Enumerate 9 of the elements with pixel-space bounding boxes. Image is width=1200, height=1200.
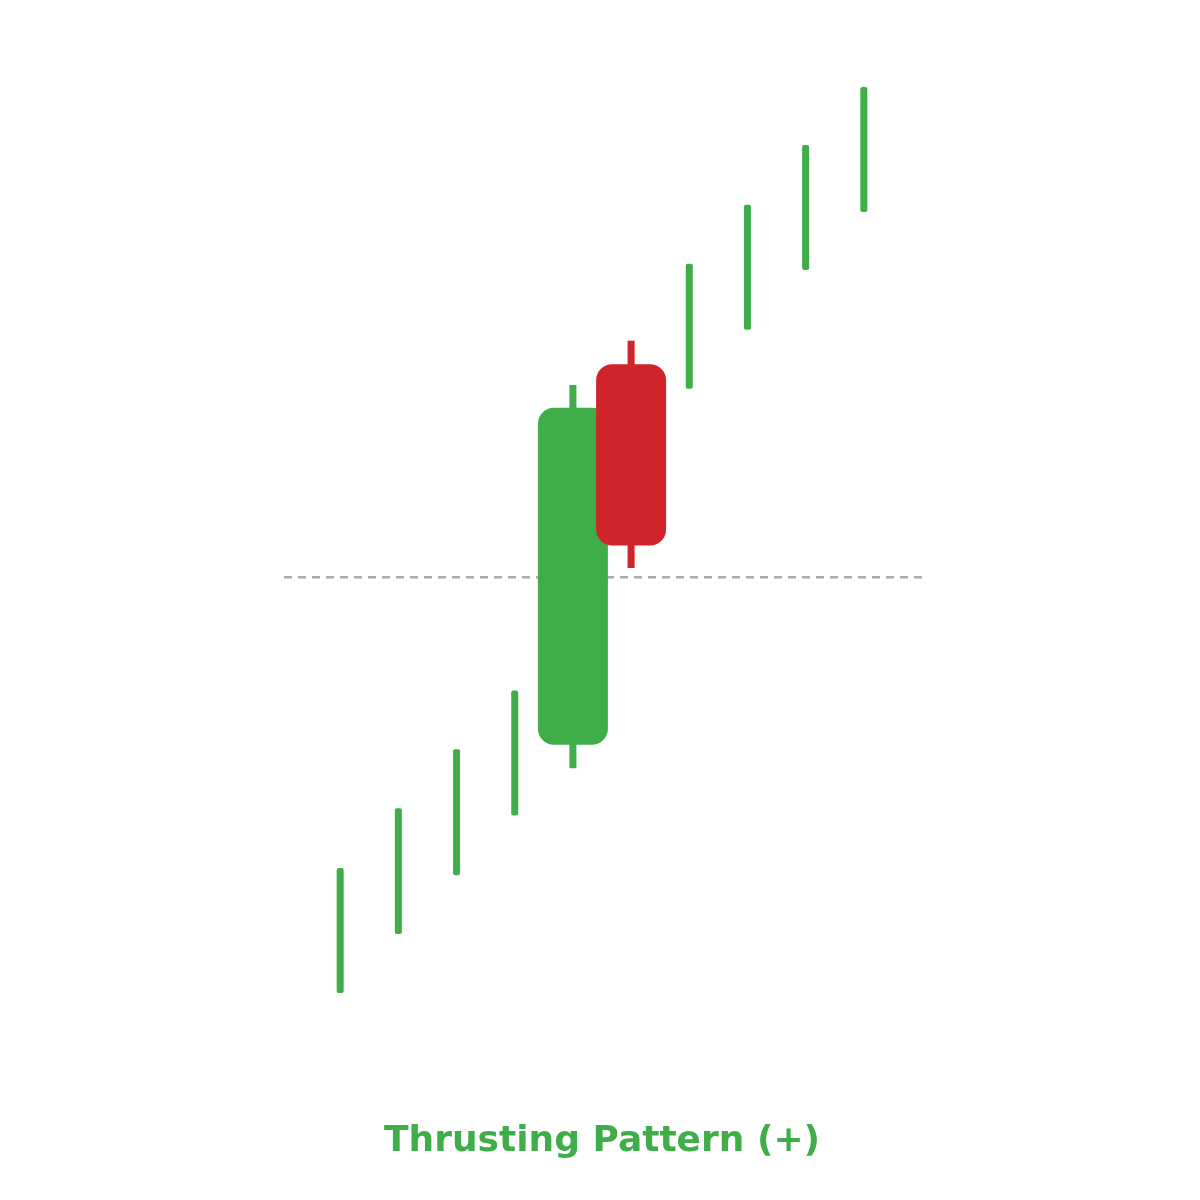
candlestick bbox=[394, 808, 402, 935]
candlestick bbox=[336, 867, 344, 993]
candlestick bbox=[802, 144, 810, 271]
candlestick bbox=[685, 263, 693, 389]
candlestick bbox=[743, 204, 751, 330]
candlestick bbox=[453, 749, 461, 876]
candlestick bbox=[511, 690, 519, 816]
text: Thrusting Pattern (+) bbox=[383, 1118, 821, 1159]
candlestick bbox=[860, 87, 868, 213]
